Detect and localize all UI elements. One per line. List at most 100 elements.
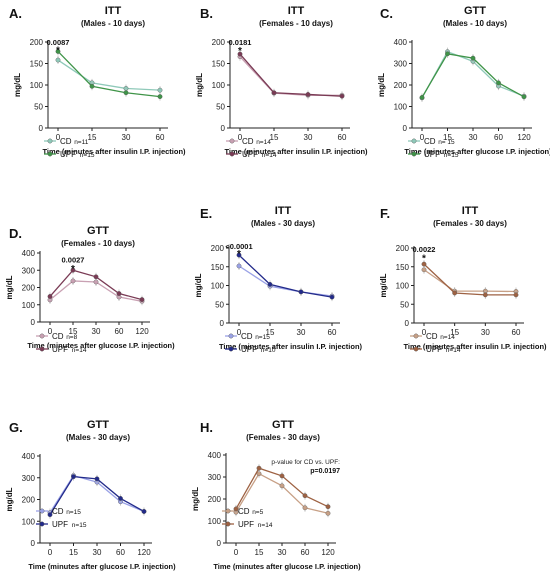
legend-swatch-marker [39,333,45,339]
data-point [452,290,458,296]
series-cd [55,56,163,95]
legend-entry-upf: UPF n=15 [408,150,459,159]
p-value-annotation: 0.0027 [62,255,85,264]
legend-swatch-marker [39,508,45,514]
data-point [325,510,331,516]
legend-entry-cd: CD n=8 [36,332,78,341]
y-axis-label: mg/dL [5,487,14,511]
chart-title: GTT [87,419,109,431]
legend-swatch-marker [229,138,235,144]
legend-entry-upf: UPF n=15 [44,150,95,159]
chart-title: ITT [462,205,479,217]
x-tick-label: 30 [481,328,490,337]
legend-n-label: n=5 [252,509,263,516]
y-tick-label: 200 [211,244,225,253]
legend-entry-cd: CD n= 15 [408,137,455,146]
chart-panel-2: B. ITT (Females - 10 days) 0 50 100 150 200 0 15 3… [195,5,368,159]
legend-label: CD [238,507,250,516]
x-tick-label: 15 [88,133,97,142]
p-value-note: p-value for CD vs. UPF: [271,459,340,466]
chart-title: ITT [275,205,292,217]
x-tick-label: 0 [48,548,53,557]
data-point [93,274,99,280]
data-point [305,92,311,97]
legend-entry-cd: CD n=15 [36,507,81,516]
x-tick-label: 60 [494,133,503,142]
legend-label: UPF [60,150,76,159]
chart-title: ITT [105,5,122,17]
data-point [470,55,476,61]
data-point [236,263,242,269]
legend-entry-upf: UPF n=15 [36,520,87,529]
x-tick-label: 60 [328,328,337,337]
panel-label: B. [200,6,213,21]
y-tick-label: 0 [403,124,408,133]
data-point [521,94,527,100]
series-upf [419,49,527,102]
legend-entry-cd: CD n=11 [44,137,89,146]
legend-label: UPF [241,345,257,354]
significance-asterisk: * [56,45,60,56]
x-tick-label: 120 [517,133,531,142]
data-point [47,512,53,518]
data-point [302,505,308,511]
legend-n-label: n=15 [72,522,87,529]
data-point [256,465,262,471]
legend-entry-upf: UPF n=14 [222,520,273,529]
data-point [157,87,163,93]
x-axis-label: Time (minutes after insulin I.P. injecti… [403,342,547,351]
y-tick-label: 200 [212,38,226,47]
y-axis-label: mg/dL [377,73,386,97]
y-tick-label: 100 [30,81,44,90]
series-upf [47,266,145,304]
legend-label: CD [242,137,254,146]
legend-swatch-marker [39,346,45,352]
p-value-annotation: <0.0001 [225,242,252,251]
panel-label: A. [9,6,22,21]
data-point [236,252,242,258]
chart-subtitle: (Males - 10 days) [81,19,145,28]
x-tick-label: 60 [301,548,310,557]
p-value-annotation: 0.0087 [47,38,70,47]
data-point [421,267,427,273]
y-tick-label: 0 [405,319,410,328]
legend-n-label: n=8 [66,334,77,341]
data-point [139,297,145,302]
chart-subtitle: (Females - 10 days) [259,19,333,28]
legend-n-label: n=15 [66,509,81,516]
series-line [238,254,333,298]
data-point [513,292,519,298]
legend-n-label: n=14 [72,347,87,354]
x-tick-label: 60 [338,133,347,142]
y-tick-label: 200 [30,38,44,47]
legend-label: UPF [426,345,442,354]
x-axis-label: Time (minutes after insulin I.P. injecti… [219,342,363,351]
y-tick-label: 50 [216,103,225,112]
panel-label: H. [200,420,213,435]
panel-label: D. [9,226,22,241]
chart-title: GTT [464,5,486,17]
x-tick-label: 0 [237,328,242,337]
y-tick-label: 100 [212,81,226,90]
data-point [267,281,273,287]
legend-entry-upf: UPF n=10 [225,345,276,354]
y-tick-label: 100 [396,282,410,291]
y-tick-label: 150 [211,263,225,272]
data-point [116,291,122,296]
series-upf [236,251,335,302]
series-line [239,53,343,97]
legend-entry-upf: UPF n=14 [410,345,461,354]
y-tick-label: 50 [400,300,409,309]
data-point [94,476,100,482]
chart-panel-3: C. GTT (Males - 10 days) 0 100 200 300 400 0 15 30… [377,5,550,159]
y-tick-label: 200 [22,284,36,293]
data-point [157,94,163,100]
data-point [70,267,76,273]
series-upf [55,47,163,101]
x-tick-label: 30 [92,327,101,336]
x-tick-label: 0 [420,133,425,142]
y-tick-label: 300 [394,60,408,69]
y-tick-label: 400 [208,451,222,460]
series-upf [421,260,519,299]
legend-n-label: n=11 [74,139,89,146]
